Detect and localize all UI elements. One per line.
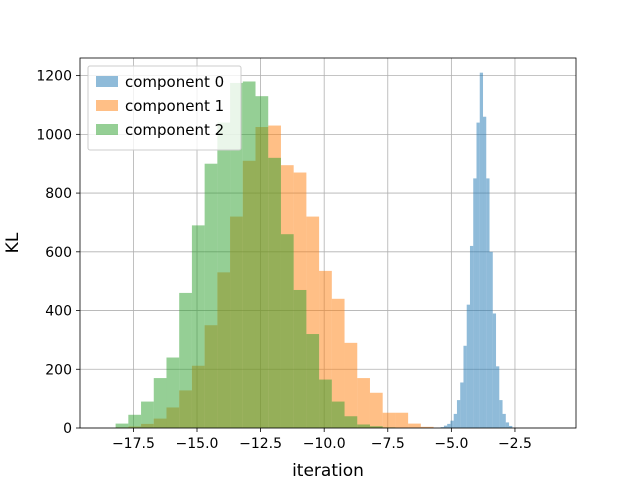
histogram-bar bbox=[479, 72, 484, 428]
histogram-bar bbox=[331, 401, 345, 428]
histogram-bar bbox=[344, 342, 358, 428]
histogram-bar bbox=[141, 401, 154, 428]
histogram-bar bbox=[456, 400, 461, 428]
histogram-bar bbox=[357, 424, 370, 428]
y-axis: 0 200 400 600 800 1000 1200 bbox=[36, 69, 80, 437]
histogram-bar bbox=[496, 366, 500, 428]
x-tick-label: −7.5 bbox=[371, 436, 405, 452]
y-tick-label: 800 bbox=[45, 186, 72, 202]
legend-label: component 2 bbox=[125, 121, 224, 139]
x-tick-label: −10.0 bbox=[303, 436, 346, 452]
histogram-bar bbox=[357, 378, 370, 428]
histogram-bar bbox=[179, 292, 192, 428]
histogram-bar bbox=[473, 178, 477, 428]
histogram-bar bbox=[483, 116, 487, 428]
histogram-bar bbox=[463, 345, 467, 428]
histogram-bar bbox=[492, 313, 497, 428]
histogram-bar bbox=[486, 178, 490, 428]
grid bbox=[80, 58, 576, 429]
histogram-bar bbox=[344, 416, 358, 428]
plot-area bbox=[115, 72, 513, 429]
histogram-bar bbox=[255, 96, 269, 428]
histogram-bar bbox=[489, 251, 493, 428]
x-tick-label: −15.0 bbox=[176, 436, 219, 452]
histogram-bar bbox=[499, 400, 503, 428]
histogram-bar bbox=[408, 423, 421, 428]
histogram-bar bbox=[509, 425, 513, 428]
x-axis-label: iteration bbox=[292, 461, 364, 480]
legend: component 0 component 1 component 2 bbox=[87, 65, 242, 151]
histogram-bar bbox=[191, 225, 205, 428]
x-tick-label: −5.0 bbox=[434, 436, 468, 452]
y-tick-label: 0 bbox=[63, 421, 72, 437]
histogram-bar bbox=[217, 122, 231, 428]
series-0 bbox=[440, 72, 513, 428]
y-tick-label: 1000 bbox=[36, 127, 72, 143]
histogram-bar bbox=[382, 412, 396, 428]
legend-swatch bbox=[96, 124, 118, 135]
histogram-bar bbox=[331, 298, 345, 428]
histogram-bar bbox=[319, 379, 332, 428]
histogram-bar bbox=[115, 423, 129, 428]
axes-frame bbox=[79, 57, 577, 429]
x-tick-label: −17.5 bbox=[112, 436, 155, 452]
histogram-bar bbox=[466, 304, 470, 428]
histogram-bar bbox=[395, 412, 409, 428]
legend-label: component 1 bbox=[125, 97, 224, 115]
histogram-bar bbox=[369, 392, 383, 428]
x-tick-label: −2.5 bbox=[498, 436, 532, 452]
y-tick-label: 400 bbox=[45, 304, 72, 320]
legend-frame bbox=[87, 65, 242, 151]
histogram-bar bbox=[293, 289, 307, 428]
y-tick-label: 600 bbox=[45, 245, 72, 261]
y-axis-label: KL bbox=[3, 232, 23, 253]
histogram-bar bbox=[502, 413, 506, 428]
legend-swatch bbox=[96, 100, 118, 111]
histogram-bar bbox=[204, 163, 218, 428]
histogram-bar bbox=[369, 426, 383, 428]
histogram-bar bbox=[469, 245, 474, 428]
histogram-bar bbox=[306, 334, 320, 428]
histogram-bar bbox=[505, 422, 510, 428]
histogram-bar bbox=[443, 425, 448, 428]
histogram-bar bbox=[242, 81, 256, 428]
y-tick-label: 200 bbox=[45, 362, 72, 378]
histogram-bar bbox=[128, 414, 142, 428]
histogram-bar bbox=[450, 420, 454, 428]
histogram-bar bbox=[280, 234, 294, 428]
legend-label: component 0 bbox=[125, 73, 224, 91]
histogram-bar bbox=[447, 423, 451, 428]
histogram-bar bbox=[460, 382, 464, 428]
histogram-bar bbox=[453, 413, 457, 428]
x-tick-label: −12.5 bbox=[239, 436, 282, 452]
histogram-bar bbox=[440, 427, 444, 428]
y-tick-label: 1200 bbox=[36, 69, 72, 85]
histogram-bar bbox=[166, 357, 180, 428]
histogram-bar bbox=[268, 157, 281, 429]
x-axis: −17.5 −15.0 −12.5 −10.0 −7.5 −5.0 −2.5 bbox=[112, 428, 532, 452]
histogram-bar bbox=[153, 378, 167, 428]
histogram-bar bbox=[476, 122, 480, 428]
legend-swatch bbox=[96, 76, 118, 87]
histogram-bar bbox=[420, 426, 434, 428]
series-2 bbox=[115, 81, 396, 429]
histogram-bar bbox=[230, 82, 243, 428]
